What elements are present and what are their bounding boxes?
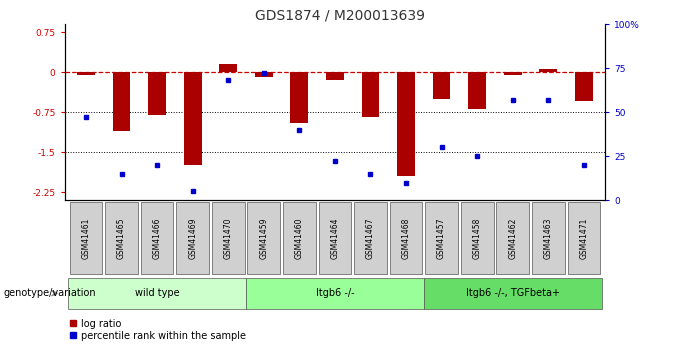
Bar bbox=[290, 72, 308, 123]
FancyBboxPatch shape bbox=[461, 201, 494, 275]
FancyBboxPatch shape bbox=[496, 201, 529, 275]
Text: Itgb6 -/-, TGFbeta+: Itgb6 -/-, TGFbeta+ bbox=[466, 288, 560, 298]
Text: genotype/variation: genotype/variation bbox=[3, 288, 96, 298]
Text: Itgb6 -/-: Itgb6 -/- bbox=[316, 288, 354, 298]
Bar bbox=[148, 72, 166, 115]
Text: GSM41470: GSM41470 bbox=[224, 217, 233, 259]
Text: GSM41459: GSM41459 bbox=[259, 217, 269, 259]
Text: GSM41465: GSM41465 bbox=[117, 217, 126, 259]
Text: GSM41461: GSM41461 bbox=[82, 217, 90, 259]
FancyBboxPatch shape bbox=[105, 201, 138, 275]
FancyBboxPatch shape bbox=[424, 278, 602, 309]
Legend: log ratio, percentile rank within the sample: log ratio, percentile rank within the sa… bbox=[69, 319, 246, 341]
Bar bbox=[469, 72, 486, 109]
Text: GSM41466: GSM41466 bbox=[152, 217, 162, 259]
FancyBboxPatch shape bbox=[141, 201, 173, 275]
Text: GSM41463: GSM41463 bbox=[544, 217, 553, 259]
FancyBboxPatch shape bbox=[318, 201, 352, 275]
FancyBboxPatch shape bbox=[390, 201, 422, 275]
FancyBboxPatch shape bbox=[69, 201, 102, 275]
Text: GSM41460: GSM41460 bbox=[295, 217, 304, 259]
Text: GSM41467: GSM41467 bbox=[366, 217, 375, 259]
FancyBboxPatch shape bbox=[568, 201, 600, 275]
Bar bbox=[575, 72, 593, 101]
Bar bbox=[255, 72, 273, 78]
Text: GSM41457: GSM41457 bbox=[437, 217, 446, 259]
Bar bbox=[504, 72, 522, 75]
Text: GSM41458: GSM41458 bbox=[473, 217, 481, 259]
Bar bbox=[184, 72, 201, 166]
Text: GSM41471: GSM41471 bbox=[579, 217, 588, 259]
Text: GSM41462: GSM41462 bbox=[508, 217, 517, 259]
Text: GSM41464: GSM41464 bbox=[330, 217, 339, 259]
FancyBboxPatch shape bbox=[354, 201, 387, 275]
Bar bbox=[113, 72, 131, 131]
Text: GSM41469: GSM41469 bbox=[188, 217, 197, 259]
Bar bbox=[77, 72, 95, 75]
FancyBboxPatch shape bbox=[283, 201, 316, 275]
Bar bbox=[397, 72, 415, 176]
Bar bbox=[326, 72, 344, 80]
Bar bbox=[432, 72, 450, 99]
FancyBboxPatch shape bbox=[246, 278, 424, 309]
Text: GDS1874 / M200013639: GDS1874 / M200013639 bbox=[255, 9, 425, 23]
FancyBboxPatch shape bbox=[425, 201, 458, 275]
FancyBboxPatch shape bbox=[68, 278, 246, 309]
FancyBboxPatch shape bbox=[176, 201, 209, 275]
FancyBboxPatch shape bbox=[212, 201, 245, 275]
Text: wild type: wild type bbox=[135, 288, 180, 298]
FancyBboxPatch shape bbox=[248, 201, 280, 275]
FancyBboxPatch shape bbox=[532, 201, 564, 275]
Bar bbox=[539, 69, 557, 72]
Text: GSM41468: GSM41468 bbox=[401, 217, 411, 259]
Bar bbox=[220, 64, 237, 72]
Bar bbox=[362, 72, 379, 117]
